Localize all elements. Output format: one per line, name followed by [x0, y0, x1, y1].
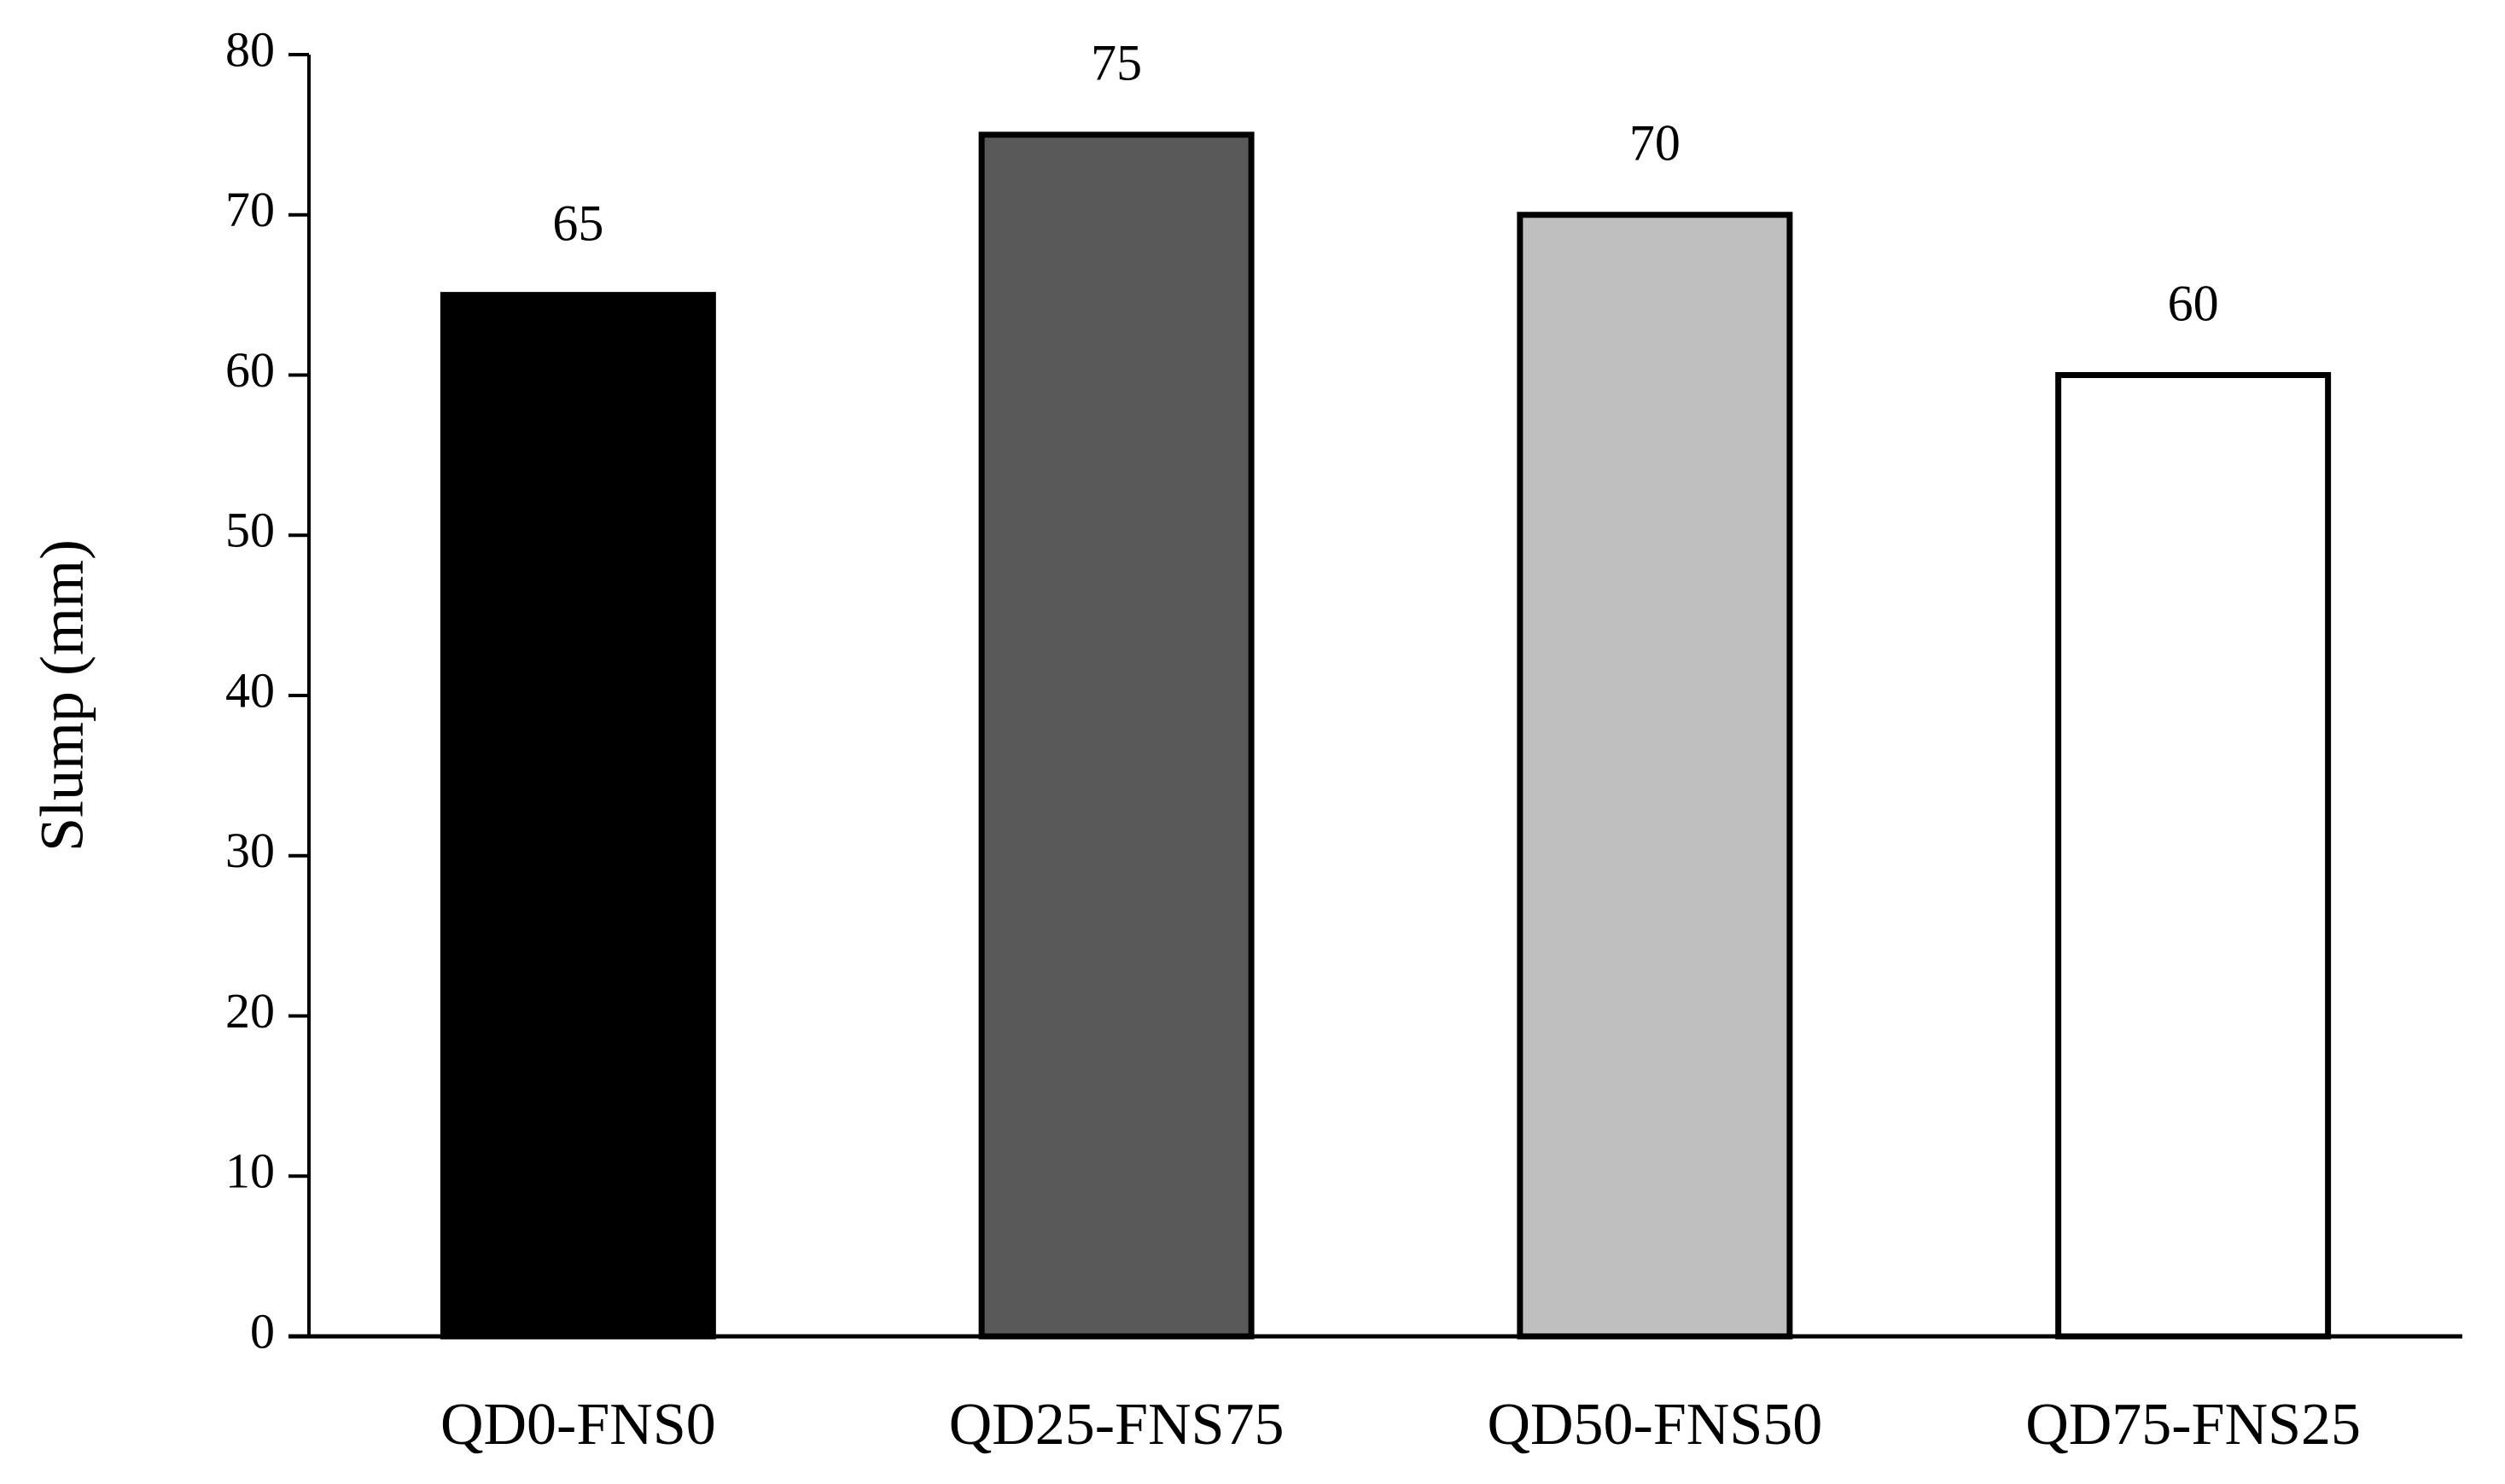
bar [978, 131, 1255, 1340]
y-tick-label: 30 [225, 823, 275, 878]
y-tick-label: 40 [225, 662, 275, 718]
bar [440, 292, 716, 1340]
x-tick-label: QD25-FNS75 [949, 1392, 1285, 1458]
y-tick-label: 60 [225, 342, 275, 398]
y-tick-label: 10 [225, 1144, 275, 1199]
x-tick-label: QD50-FNS50 [1487, 1392, 1822, 1458]
y-tick-label: 50 [225, 503, 275, 558]
y-tick-label: 0 [250, 1303, 275, 1359]
y-axis-label: Slump (mm) [28, 539, 96, 852]
data-label: 75 [1091, 35, 1142, 91]
bar [1517, 212, 1793, 1340]
y-tick-label: 70 [225, 182, 275, 237]
bar [2055, 372, 2332, 1340]
data-label: 65 [552, 195, 603, 251]
x-tick-label: QD75-FNS25 [2025, 1392, 2361, 1458]
data-label: 70 [1629, 115, 1681, 172]
y-tick-label: 20 [225, 983, 275, 1039]
y-tick-label: 80 [225, 21, 275, 77]
x-tick-label: QD0-FNS0 [440, 1392, 716, 1458]
data-label: 60 [2168, 275, 2219, 331]
